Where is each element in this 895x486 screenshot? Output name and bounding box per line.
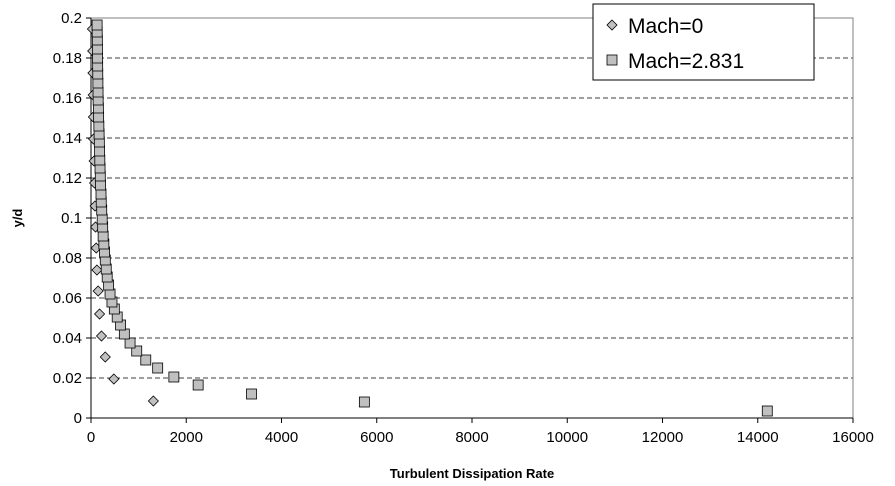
square-point: [95, 179, 106, 191]
square-point: [93, 111, 105, 123]
x-tick-label: 6000: [360, 429, 393, 446]
square-point: [104, 288, 116, 300]
square-point: [246, 388, 257, 400]
y-tick-label: 0.12: [53, 170, 82, 187]
x-tick-label: 10000: [546, 429, 588, 446]
x-tick-label: 2000: [170, 429, 203, 446]
y-axis-title: y/d: [10, 209, 25, 228]
square-point: [131, 345, 143, 357]
x-tick-label: 12000: [642, 429, 684, 446]
diamond-point: [95, 330, 108, 342]
diamond-point: [108, 373, 120, 385]
square-point: [97, 230, 109, 242]
series-square: [91, 19, 773, 417]
square-point: [358, 396, 370, 408]
square-point: [92, 86, 104, 98]
square-point: [152, 362, 164, 374]
diamond-point: [94, 308, 106, 320]
square-point: [95, 188, 107, 200]
square-point: [118, 328, 130, 340]
x-axis-title: Turbulent Dissipation Rate: [390, 466, 554, 481]
legend-square-icon: [606, 54, 618, 66]
x-tick-label: 0: [87, 429, 95, 446]
square-point: [140, 354, 152, 366]
y-tick-label: 0.06: [53, 290, 82, 307]
y-tick-label: 0: [74, 410, 82, 427]
y-tick-label: 0.14: [53, 130, 82, 147]
square-point: [168, 371, 180, 383]
square-point: [93, 120, 105, 132]
square-point: [92, 77, 104, 89]
square-point: [92, 43, 103, 55]
y-tick-label: 0.08: [53, 250, 82, 267]
square-point: [192, 379, 204, 391]
square-point: [91, 19, 103, 31]
square-point: [96, 213, 108, 225]
axes: 0 0.02 0.04 0.06 0.08 0.1 0.12 0.14 0.16 0.18 0.2 0…: [53, 10, 874, 446]
x-tick-label: 8000: [455, 429, 488, 446]
data-points: [86, 19, 773, 417]
legend: Mach=0 Mach=2.831: [592, 3, 815, 81]
y-tick-label: 0.18: [53, 50, 82, 67]
y-tick-label: 0.04: [53, 330, 82, 347]
y-tick-label: 0.16: [53, 90, 82, 107]
legend-diamond-icon: [606, 19, 618, 31]
square-point: [92, 52, 103, 64]
y-tick-label: 0.2: [61, 10, 82, 27]
square-point: [124, 337, 136, 349]
legend-box: [592, 3, 815, 81]
diamond-point: [91, 264, 103, 276]
square-point: [94, 154, 106, 166]
x-tick-label: 14000: [737, 429, 779, 446]
square-point: [94, 145, 105, 157]
x-tick-label: 4000: [265, 429, 298, 446]
x-tick-label: 16000: [832, 429, 874, 446]
gridlines: [91, 57, 853, 379]
y-tick-label: 0.1: [61, 210, 82, 227]
y-tick-label: 0.02: [53, 370, 82, 387]
diamond-point: [92, 285, 104, 297]
square-point: [761, 405, 773, 417]
legend-label: Mach=0: [628, 15, 703, 38]
diamond-point: [147, 395, 159, 407]
square-point: [100, 263, 112, 275]
diamond-point: [99, 351, 111, 363]
legend-label: Mach=2.831: [628, 50, 744, 73]
